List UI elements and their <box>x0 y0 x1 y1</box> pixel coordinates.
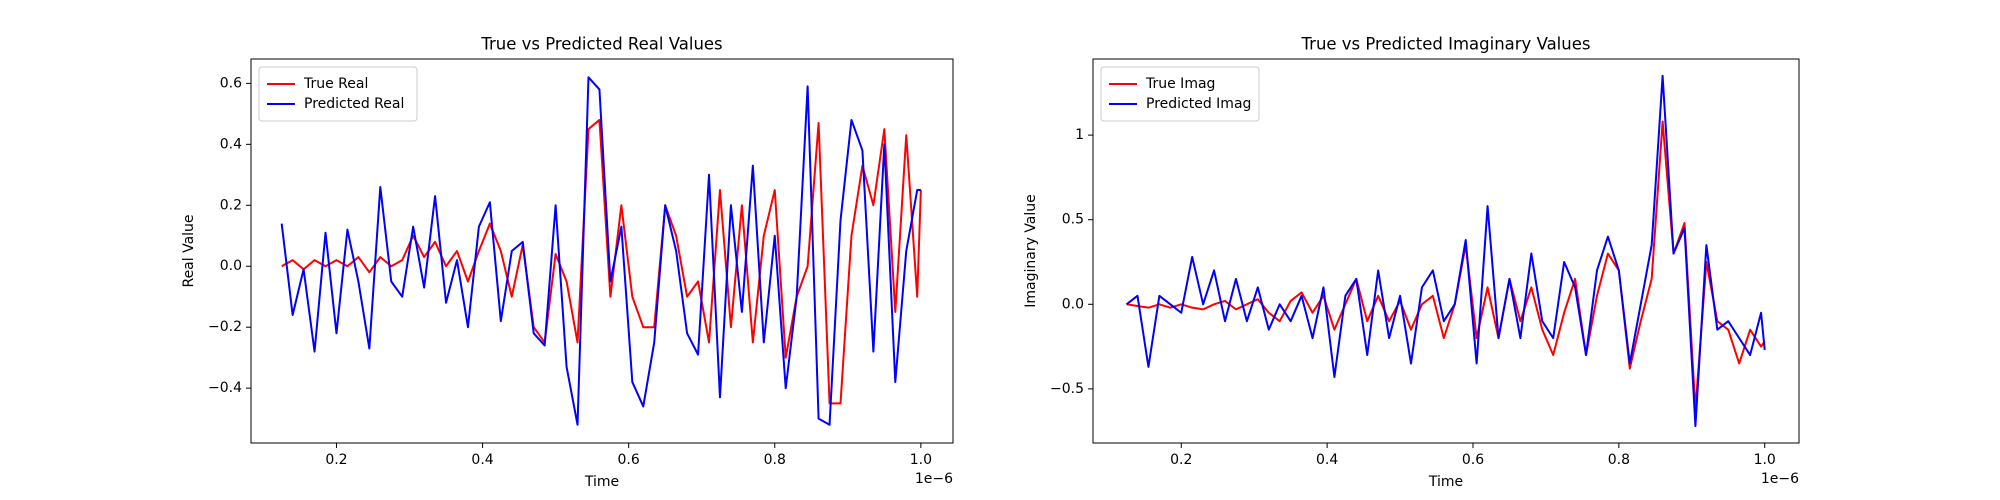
x-offset-label: 1e−6 <box>1761 471 1799 487</box>
x-tick-label: 0.4 <box>471 452 493 468</box>
y-tick-label: 0.5 <box>1062 212 1084 228</box>
legend-box <box>1100 66 1260 122</box>
legend-label: Predicted Real <box>304 96 404 112</box>
legend-box <box>258 66 418 122</box>
x-tick-label: 0.6 <box>618 452 640 468</box>
y-tick-label: 0.4 <box>220 136 242 152</box>
y-tick-label: −0.5 <box>1050 381 1084 397</box>
x-tick-label: 0.4 <box>1316 452 1338 468</box>
data-line <box>1125 74 1766 428</box>
legend: True Imag Predicted Imag <box>1100 66 1260 122</box>
x-axis-label: Time <box>584 474 619 490</box>
y-axis-label: Imaginary Value <box>1023 194 1039 308</box>
axes-frame <box>250 58 954 444</box>
x-tick-label: 0.8 <box>1608 452 1630 468</box>
subplot: True vs Predicted Imaginary Values 0.2 0.4… <box>1023 35 1800 490</box>
y-tick-label: −0.2 <box>208 319 242 335</box>
data-line <box>281 118 922 405</box>
y-tick-label: 0.6 <box>220 75 242 91</box>
x-tick-label: 0.2 <box>1170 452 1192 468</box>
data-line <box>1126 120 1766 411</box>
legend-label: Predicted Imag <box>1146 96 1251 112</box>
legend-label: True Real <box>303 76 368 92</box>
y-tick-label: 1 <box>1075 127 1084 143</box>
subplot: True vs Predicted Real Values 0.2 0.4 0.6 0.… <box>181 35 954 490</box>
chart-title: True vs Predicted Imaginary Values <box>1301 35 1591 54</box>
y-tick-label: 0.2 <box>220 197 242 213</box>
x-tick-label: 0.2 <box>325 452 347 468</box>
y-tick-label: −0.4 <box>208 380 242 396</box>
legend: True Real Predicted Real <box>258 66 418 122</box>
x-offset-label: 1e−6 <box>915 471 953 487</box>
y-tick-label: 0.0 <box>220 258 242 274</box>
x-tick-label: 0.6 <box>1462 452 1484 468</box>
data-line <box>280 76 921 426</box>
chart-title: True vs Predicted Real Values <box>480 35 722 54</box>
x-axis-label: Time <box>1428 474 1463 490</box>
y-axis-label: Real Value <box>181 214 197 287</box>
axes-frame <box>1092 58 1800 444</box>
legend-label: True Imag <box>1145 76 1215 92</box>
x-tick-label: 1.0 <box>1754 452 1776 468</box>
x-tick-label: 1.0 <box>910 452 932 468</box>
x-tick-label: 0.8 <box>764 452 786 468</box>
y-tick-label: 0.0 <box>1062 296 1084 312</box>
